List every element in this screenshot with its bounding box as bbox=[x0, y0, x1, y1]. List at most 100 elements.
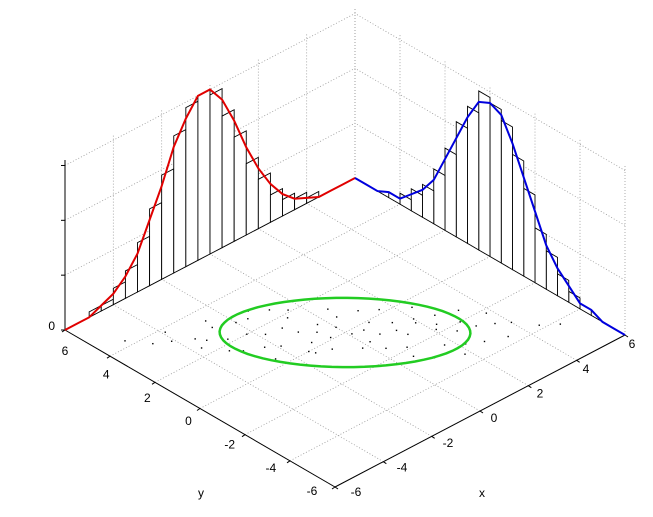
scatter-point bbox=[407, 333, 409, 336]
x-tick bbox=[431, 435, 435, 439]
scatter-point bbox=[235, 321, 237, 324]
scatter-point bbox=[507, 335, 509, 338]
scatter-point bbox=[494, 322, 496, 325]
y-tick-label: -6 bbox=[307, 484, 318, 498]
histogram-bar bbox=[433, 168, 446, 232]
scatter-point bbox=[152, 342, 154, 345]
scatter-point bbox=[406, 346, 408, 348]
scatter-point bbox=[206, 339, 208, 341]
histogram-bar bbox=[467, 105, 480, 251]
histogram-bar bbox=[197, 88, 211, 262]
scatter-point bbox=[414, 322, 417, 324]
scatter-point bbox=[331, 348, 333, 350]
histogram-bar bbox=[422, 183, 435, 225]
floor-grid-line bbox=[306, 202, 577, 361]
y-axis-label: y bbox=[198, 486, 204, 500]
scatter-point bbox=[510, 321, 513, 324]
y-tick-label: -4 bbox=[265, 461, 276, 475]
scatter-point bbox=[378, 308, 380, 311]
scatter-point bbox=[164, 331, 166, 333]
scatter-point bbox=[327, 308, 329, 310]
wall-grid-line bbox=[64, 67, 356, 221]
floor-grid-line bbox=[289, 308, 581, 462]
scatter-point bbox=[385, 347, 387, 350]
scatter-point bbox=[483, 340, 486, 343]
scatter-point bbox=[361, 347, 364, 349]
y-tick bbox=[331, 486, 336, 490]
scatter-point bbox=[287, 309, 289, 311]
y-tick-label: 0 bbox=[185, 414, 192, 428]
scatter-point bbox=[204, 320, 207, 322]
floor-grid-line bbox=[209, 253, 481, 412]
scatter-point bbox=[456, 330, 458, 332]
scatter-point bbox=[475, 325, 477, 327]
scatter-point bbox=[297, 331, 300, 333]
histogram-bar bbox=[137, 235, 151, 293]
x-tick bbox=[624, 334, 629, 338]
histogram-bar bbox=[269, 187, 283, 224]
floor-grid-line bbox=[154, 229, 446, 383]
y-tick-label: 4 bbox=[103, 368, 110, 382]
scatter-point bbox=[459, 321, 461, 323]
x-tick-label: 4 bbox=[583, 362, 590, 376]
histogram-bar bbox=[489, 102, 502, 264]
histogram-bar bbox=[245, 156, 259, 236]
scatter-point bbox=[314, 352, 317, 354]
scatter-point bbox=[308, 350, 310, 353]
histogram-bar bbox=[257, 172, 271, 230]
y-tick-label: 2 bbox=[144, 391, 151, 405]
density-curve bbox=[64, 88, 356, 331]
scatter-point bbox=[559, 323, 562, 325]
x-tick-label: -6 bbox=[351, 485, 362, 499]
histogram-bar bbox=[410, 187, 423, 219]
scatter-point bbox=[281, 327, 283, 329]
scatter-point bbox=[335, 316, 338, 318]
scatter-point bbox=[391, 321, 394, 324]
histogram-bar bbox=[444, 147, 457, 238]
scatter-point bbox=[443, 344, 446, 346]
histogram-bar bbox=[294, 191, 308, 211]
histogram-bar bbox=[173, 128, 187, 274]
scatter-point bbox=[316, 331, 318, 333]
scatter-point bbox=[264, 333, 267, 336]
histogram-bar bbox=[523, 187, 536, 284]
scatter-point bbox=[211, 326, 213, 329]
y-tick bbox=[151, 381, 156, 385]
scatter-point bbox=[379, 333, 381, 335]
histogram-bar bbox=[161, 168, 175, 281]
y-tick bbox=[106, 355, 111, 359]
z-tick-label: 0 bbox=[48, 319, 55, 333]
scatter-point bbox=[357, 310, 359, 312]
scatter-point bbox=[263, 346, 266, 348]
covariance-ellipse bbox=[218, 296, 472, 369]
histogram-bar bbox=[478, 90, 491, 258]
scatter-point bbox=[411, 306, 413, 309]
scatter-point bbox=[329, 336, 332, 339]
x-tick-label: 2 bbox=[537, 387, 544, 401]
scatter-point bbox=[412, 318, 415, 320]
histogram-bar bbox=[209, 87, 223, 255]
histogram-bar bbox=[185, 100, 199, 268]
scatter-point bbox=[434, 314, 436, 316]
scatter-point bbox=[280, 345, 282, 347]
histogram-bar bbox=[221, 108, 235, 249]
histogram-bar bbox=[233, 130, 247, 243]
scatter-point bbox=[457, 309, 460, 312]
x-tick-label: 0 bbox=[491, 411, 498, 425]
scatter-point bbox=[316, 323, 319, 326]
histogram-bar bbox=[124, 263, 138, 300]
wall-grid-line bbox=[64, 122, 356, 276]
x-tick bbox=[479, 410, 484, 414]
scatter-point bbox=[227, 338, 229, 340]
y-tick-label: 6 bbox=[62, 344, 69, 358]
scatter-point bbox=[194, 338, 196, 340]
scatter-point bbox=[412, 355, 415, 357]
x-tick-label: -4 bbox=[397, 461, 408, 475]
wall-grid-line bbox=[354, 13, 626, 171]
histogram-bar bbox=[455, 120, 468, 245]
scatter-point bbox=[286, 317, 289, 319]
y-tick-label: -2 bbox=[224, 438, 235, 452]
scatter-point bbox=[464, 353, 466, 355]
x-tick bbox=[334, 486, 339, 490]
